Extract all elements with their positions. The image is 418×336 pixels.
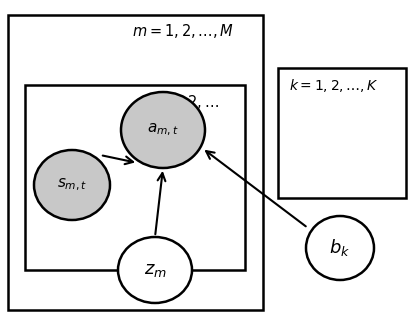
Text: $a_{m,t}$: $a_{m,t}$ xyxy=(147,122,179,138)
Ellipse shape xyxy=(34,150,110,220)
Text: $t = 1,2,\ldots$: $t = 1,2,\ldots$ xyxy=(147,93,219,111)
Text: $b_k$: $b_k$ xyxy=(329,238,351,258)
Ellipse shape xyxy=(121,92,205,168)
Bar xyxy=(8,15,263,310)
Bar xyxy=(278,68,406,198)
Ellipse shape xyxy=(306,216,374,280)
Ellipse shape xyxy=(118,237,192,303)
Text: $m = 1, 2, \ldots, M$: $m = 1, 2, \ldots, M$ xyxy=(132,22,234,40)
Bar xyxy=(25,85,245,270)
Text: $z_m$: $z_m$ xyxy=(143,261,166,279)
Text: $k = 1,2,\ldots,K$: $k = 1,2,\ldots,K$ xyxy=(289,77,379,94)
Text: $s_{m,t}$: $s_{m,t}$ xyxy=(57,177,87,193)
